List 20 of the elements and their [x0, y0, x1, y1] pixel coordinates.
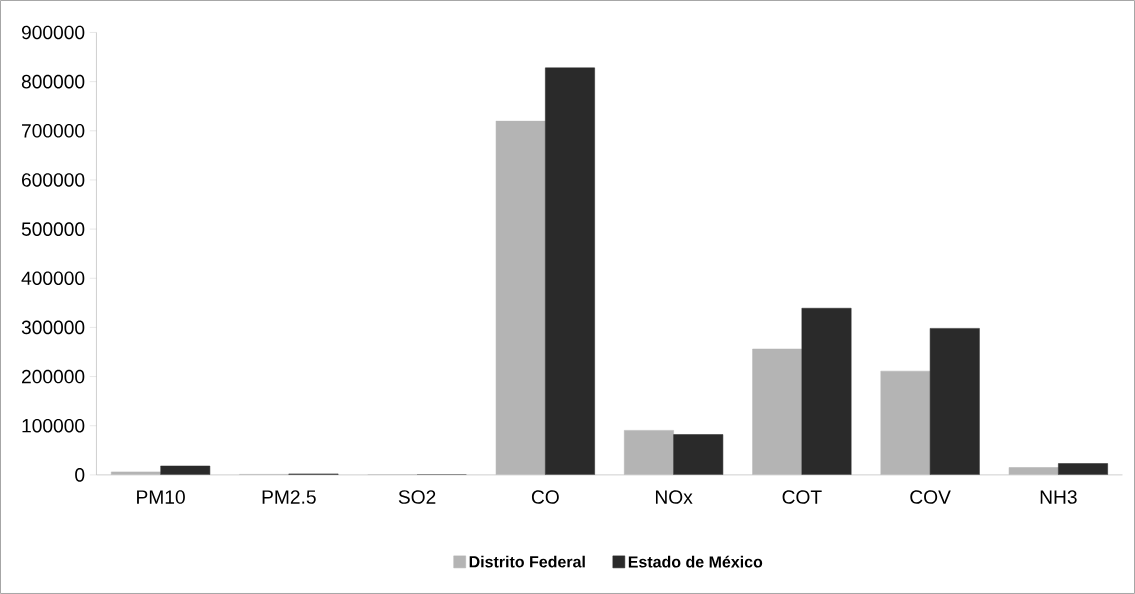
y-tick-label: 100000 — [22, 418, 85, 433]
x-tick-label: SO2 — [398, 490, 436, 504]
x-tick-label: CO — [531, 490, 559, 504]
y-tick-label: 400000 — [21, 271, 85, 286]
legend-label: Distrito Federal — [469, 555, 585, 568]
y-tick-label: 800000 — [21, 74, 85, 89]
y-tick-label: 900000 — [21, 25, 85, 40]
x-tick-label: PM10 — [137, 490, 185, 504]
y-tick-label: 0 — [75, 468, 85, 482]
x-tick-label: NH3 — [1040, 490, 1077, 504]
y-tick-label: 700000 — [22, 124, 85, 138]
x-tick-label: PM2.5 — [262, 490, 316, 504]
x-tick-label: COT — [782, 490, 822, 504]
y-tick-label: 500000 — [21, 222, 85, 236]
x-tick-label: COV — [910, 490, 951, 504]
legend-label: Estado de México — [628, 555, 763, 568]
x-tick-label: NOx — [655, 490, 693, 504]
y-tick-label: 600000 — [22, 173, 85, 187]
y-tick-label: 300000 — [21, 320, 85, 335]
y-tick-label: 200000 — [22, 369, 85, 384]
